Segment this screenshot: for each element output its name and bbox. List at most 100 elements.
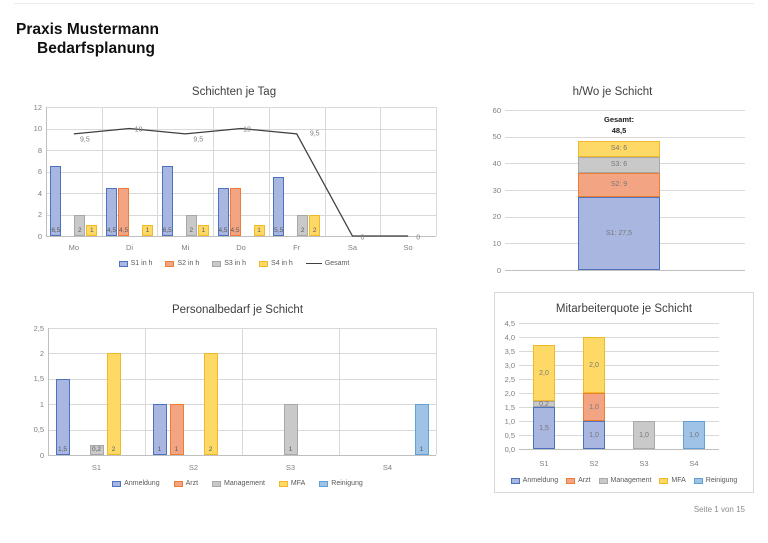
bar-data-label: 1 <box>288 445 293 453</box>
bar-s3: 1 <box>283 404 298 455</box>
chart-legend: Anmeldung Arzt Management MFA Reinigung <box>495 477 753 484</box>
y-axis-tick-label: 3,5 <box>504 346 515 356</box>
legend-label: Management <box>610 477 652 484</box>
bar-data-label: 2 <box>312 227 317 234</box>
chart-legend: Anmeldung Arzt Management MFA Reinigung <box>30 480 445 487</box>
legend-label: Arzt <box>578 477 591 484</box>
legend-label: S1 in h <box>130 260 153 267</box>
bar-data-label: 2 <box>78 227 82 234</box>
legend-label: Gesamt <box>324 260 350 267</box>
segment-s5: 1,0 <box>683 421 705 449</box>
line-data-label: 10 <box>243 126 251 133</box>
bar-data-label: 1 <box>201 227 206 234</box>
y-axis-tick-label: 0,5 <box>33 425 44 435</box>
grid-line-horizontal <box>505 110 745 111</box>
bar-data-label: 1 <box>174 445 179 453</box>
chart-canvas-personalbedarf-je-schicht: 0 0,5 1 1,5 2 2,5 S1 S2 S3 S4 1,5 1 1 0,2 1 2 2 1 Anmeldun… <box>30 300 445 496</box>
y-axis-line <box>46 107 47 236</box>
grid-line-horizontal <box>46 171 436 173</box>
grid-line-vertical <box>324 107 326 236</box>
grid-line-horizontal <box>46 193 436 194</box>
grid-line-vertical <box>145 328 146 455</box>
legend-swatch <box>659 477 669 484</box>
bar-data-label: 1 <box>145 227 150 234</box>
grid-line-vertical <box>213 107 215 236</box>
bar-data-label: 2 <box>300 227 305 234</box>
y-axis-tick-label: 6 <box>37 167 42 176</box>
chart-mitarbeiterquote-je-schicht: Mitarbeiterquote je Schicht 0,0 0,5 1,0 1,5… <box>494 292 754 493</box>
y-axis-tick-label: 0 <box>37 231 42 241</box>
chart-h-wo-je-schicht: h/Wo je Schicht 0 10 20 30 40 50 60 S1: 27,5 S2:… <box>470 84 755 278</box>
legend-item: MFA <box>278 480 305 487</box>
bar-s4: 1 <box>197 225 209 236</box>
x-axis-label: S2 <box>589 459 599 468</box>
bar-s4: 1 <box>142 225 154 236</box>
bar-data-label: 1 <box>419 445 424 453</box>
grid-line-horizontal <box>46 107 436 108</box>
legend-item: Management <box>212 480 265 487</box>
legend-label: S3 in h <box>224 260 247 267</box>
y-axis-tick-label: 2 <box>37 210 42 219</box>
chart-canvas-schichten-je-tag: 0 2 4 6 8 10 12 Mo Di Mi Do Fr Sa So 6,5 4,5 6,5 4,5 5,5 4,… <box>30 84 438 278</box>
y-axis-tick-label: 0,0 <box>504 444 515 454</box>
bar-data-label: 2 <box>208 445 213 453</box>
segment-s3: 0,2 <box>533 401 555 408</box>
bar-data-label: 4,5 <box>119 227 129 234</box>
line-data-label: 9,5 <box>79 136 90 144</box>
segment-s4: 2,0 <box>533 345 555 402</box>
total-label-line: Gesamt: <box>603 114 635 124</box>
bar-data-label: 4,5 <box>230 227 240 234</box>
legend-line-marker <box>305 263 322 264</box>
gesamt-line-path <box>73 127 409 237</box>
x-axis-label: S4 <box>382 463 393 472</box>
bar-s1: 4,5 <box>217 187 229 236</box>
grid-line-horizontal <box>519 393 719 394</box>
grid-line-horizontal <box>519 421 719 422</box>
bar-s4: 1 <box>86 225 98 236</box>
bar-data-label: 1,5 <box>57 445 68 453</box>
x-axis-label: S1 <box>91 463 102 472</box>
legend-label: Management <box>224 480 265 487</box>
grid-line-horizontal <box>46 150 436 151</box>
legend-swatch <box>566 477 576 484</box>
y-axis-tick-label: 8 <box>37 145 42 155</box>
bar-s1: 6,5 <box>50 166 62 236</box>
x-axis-label: Mi <box>181 243 190 252</box>
bar-s5: 1 <box>414 404 429 455</box>
bar-s1: 1 <box>152 404 167 455</box>
grid-line-vertical <box>242 328 243 455</box>
x-axis-label: Fr <box>293 243 301 252</box>
legend-item: Gesamt <box>305 260 350 267</box>
y-axis-tick-label: 3,0 <box>504 360 515 370</box>
y-axis-tick-label: 50 <box>492 132 501 142</box>
grid-line-horizontal <box>505 270 745 271</box>
segment-s1: 1,0 <box>583 421 605 449</box>
page-top-rule <box>14 3 754 4</box>
bar-s2: 4,5 <box>118 187 130 236</box>
x-axis-label: S4 <box>689 459 699 468</box>
bar-data-label: 1 <box>157 445 162 453</box>
line-data-label: 9,5 <box>193 136 204 144</box>
legend-swatch <box>212 260 222 267</box>
bar-s1: 1,5 <box>55 378 70 455</box>
x-axis-label: Di <box>126 243 134 252</box>
legend-label: Reinigung <box>331 480 363 487</box>
y-axis-tick-label: 0,5 <box>504 430 515 440</box>
grid-line-vertical <box>339 328 340 455</box>
legend-item: Arzt <box>566 477 591 484</box>
bar-data-label: 6,5 <box>162 227 172 234</box>
segment-s4: 2,0 <box>583 337 605 393</box>
y-axis-tick-label: 10 <box>492 238 501 248</box>
legend-swatch <box>510 477 520 484</box>
line-data-label: 10 <box>134 126 143 133</box>
grid-line-horizontal <box>519 337 719 338</box>
line-data-label: 0 <box>360 234 365 242</box>
x-axis-label: S3 <box>285 463 296 472</box>
bar-data-label: 2 <box>189 227 194 234</box>
grid-line-horizontal <box>519 365 719 366</box>
legend-item: S4 in h <box>259 260 293 267</box>
chart-title-mitarbeiterquote-je-schicht: Mitarbeiterquote je Schicht <box>555 303 693 315</box>
x-axis-label: Mo <box>68 243 80 252</box>
grid-line-horizontal <box>505 136 745 138</box>
legend-item: Anmeldung <box>112 480 160 487</box>
